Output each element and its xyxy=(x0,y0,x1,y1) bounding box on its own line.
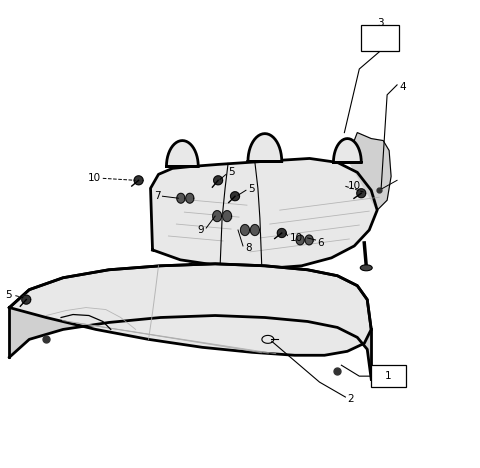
Ellipse shape xyxy=(360,265,372,271)
Text: 5: 5 xyxy=(5,290,12,300)
Text: 1: 1 xyxy=(385,371,391,381)
Polygon shape xyxy=(305,235,313,245)
Polygon shape xyxy=(334,139,361,162)
Text: 5: 5 xyxy=(228,168,235,177)
Polygon shape xyxy=(177,197,193,199)
Ellipse shape xyxy=(296,293,308,300)
Text: 2: 2 xyxy=(348,394,354,404)
Polygon shape xyxy=(167,140,198,167)
Polygon shape xyxy=(230,192,240,201)
Text: 7: 7 xyxy=(154,191,160,201)
Polygon shape xyxy=(277,228,286,237)
Text: 10: 10 xyxy=(348,181,360,191)
Polygon shape xyxy=(151,159,377,269)
Ellipse shape xyxy=(184,288,196,293)
Polygon shape xyxy=(223,211,231,221)
Polygon shape xyxy=(297,239,312,241)
Polygon shape xyxy=(10,264,371,355)
Polygon shape xyxy=(241,228,259,232)
Polygon shape xyxy=(296,235,304,245)
Polygon shape xyxy=(240,225,250,235)
Polygon shape xyxy=(134,176,143,185)
Text: 10: 10 xyxy=(290,233,303,243)
Polygon shape xyxy=(213,211,222,221)
Text: 6: 6 xyxy=(318,238,324,248)
Polygon shape xyxy=(214,176,223,185)
Text: 10: 10 xyxy=(88,173,101,183)
Text: 8: 8 xyxy=(245,243,252,253)
Polygon shape xyxy=(251,225,259,235)
Text: 5: 5 xyxy=(248,184,254,194)
Text: 4: 4 xyxy=(399,82,406,92)
Text: 3: 3 xyxy=(377,18,384,28)
Polygon shape xyxy=(248,133,282,161)
FancyBboxPatch shape xyxy=(361,25,399,51)
Polygon shape xyxy=(177,193,185,203)
Polygon shape xyxy=(357,189,366,197)
Polygon shape xyxy=(22,295,31,304)
Polygon shape xyxy=(10,264,371,379)
Text: 9: 9 xyxy=(198,225,204,235)
Polygon shape xyxy=(186,193,194,203)
Polygon shape xyxy=(213,215,231,218)
FancyBboxPatch shape xyxy=(371,365,406,387)
Polygon shape xyxy=(348,132,391,210)
